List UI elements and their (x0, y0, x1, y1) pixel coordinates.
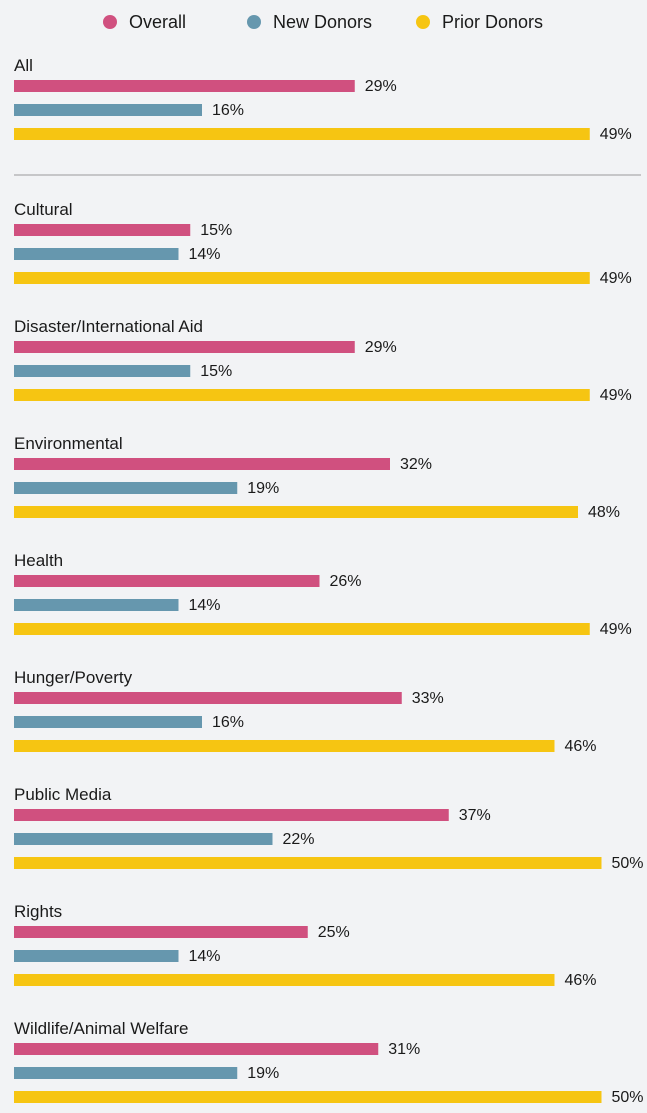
category-label-public-media: Public Media (14, 785, 112, 804)
category-label-disaster-international-aid: Disaster/International Aid (14, 317, 203, 336)
bar-wildlife-animal-welfare-overall (14, 1043, 379, 1055)
category-label-environmental: Environmental (14, 434, 123, 453)
value-label-public-media-new-donors: 22% (283, 831, 315, 848)
value-label-hunger-poverty-overall: 33% (412, 690, 444, 707)
value-label-wildlife-animal-welfare-overall: 31% (388, 1041, 420, 1058)
value-label-disaster-international-aid-new-donors: 15% (200, 363, 232, 380)
bar-all-prior-donors (14, 128, 590, 140)
bar-wildlife-animal-welfare-new-donors (14, 1067, 238, 1079)
value-label-rights-prior-donors: 46% (565, 972, 597, 989)
bar-rights-new-donors (14, 950, 179, 962)
bar-environmental-new-donors (14, 482, 238, 494)
bar-environmental-prior-donors (14, 506, 578, 518)
value-label-cultural-prior-donors: 49% (600, 270, 632, 287)
bar-all-overall (14, 80, 355, 92)
bar-public-media-new-donors (14, 833, 273, 845)
legend-swatch-overall (103, 15, 117, 29)
value-label-all-overall: 29% (365, 78, 397, 95)
bar-health-overall (14, 575, 320, 587)
bar-hunger-poverty-overall (14, 692, 402, 704)
bar-public-media-overall (14, 809, 449, 821)
bar-hunger-poverty-new-donors (14, 716, 202, 728)
bar-cultural-prior-donors (14, 272, 590, 284)
value-label-public-media-prior-donors: 50% (612, 855, 644, 872)
value-label-environmental-prior-donors: 48% (588, 504, 620, 521)
category-label-rights: Rights (14, 902, 62, 921)
bar-environmental-overall (14, 458, 390, 470)
category-label-hunger-poverty: Hunger/Poverty (14, 668, 133, 687)
bar-disaster-international-aid-overall (14, 341, 355, 353)
bar-public-media-prior-donors (14, 857, 602, 869)
legend-label-overall: Overall (129, 12, 186, 32)
bar-health-prior-donors (14, 623, 590, 635)
value-label-rights-new-donors: 14% (189, 948, 221, 965)
bar-disaster-international-aid-new-donors (14, 365, 191, 377)
value-label-disaster-international-aid-overall: 29% (365, 339, 397, 356)
legend-label-new-donors: New Donors (273, 12, 372, 32)
bar-disaster-international-aid-prior-donors (14, 389, 590, 401)
value-label-hunger-poverty-prior-donors: 46% (565, 738, 597, 755)
bar-hunger-poverty-prior-donors (14, 740, 555, 752)
bar-rights-prior-donors (14, 974, 555, 986)
category-label-cultural: Cultural (14, 200, 73, 219)
value-label-disaster-international-aid-prior-donors: 49% (600, 387, 632, 404)
bar-all-new-donors (14, 104, 202, 116)
bar-rights-overall (14, 926, 308, 938)
legend-label-prior-donors: Prior Donors (442, 12, 543, 32)
value-label-health-new-donors: 14% (189, 597, 221, 614)
legend-swatch-new-donors (247, 15, 261, 29)
value-label-cultural-overall: 15% (200, 222, 232, 239)
category-label-all: All (14, 56, 33, 75)
bar-cultural-overall (14, 224, 191, 236)
value-label-health-prior-donors: 49% (600, 621, 632, 638)
category-label-health: Health (14, 551, 63, 570)
value-label-public-media-overall: 37% (459, 807, 491, 824)
bar-health-new-donors (14, 599, 179, 611)
category-label-wildlife-animal-welfare: Wildlife/Animal Welfare (14, 1019, 188, 1038)
value-label-all-prior-donors: 49% (600, 126, 632, 143)
legend-swatch-prior-donors (416, 15, 430, 29)
value-label-wildlife-animal-welfare-prior-donors: 50% (612, 1089, 644, 1106)
value-label-hunger-poverty-new-donors: 16% (212, 714, 244, 731)
value-label-environmental-overall: 32% (400, 456, 432, 473)
value-label-environmental-new-donors: 19% (247, 480, 279, 497)
bar-wildlife-animal-welfare-prior-donors (14, 1091, 602, 1103)
value-label-cultural-new-donors: 14% (189, 246, 221, 263)
value-label-wildlife-animal-welfare-new-donors: 19% (247, 1065, 279, 1082)
value-label-rights-overall: 25% (318, 924, 350, 941)
value-label-all-new-donors: 16% (212, 102, 244, 119)
value-label-health-overall: 26% (330, 573, 362, 590)
bar-cultural-new-donors (14, 248, 179, 260)
